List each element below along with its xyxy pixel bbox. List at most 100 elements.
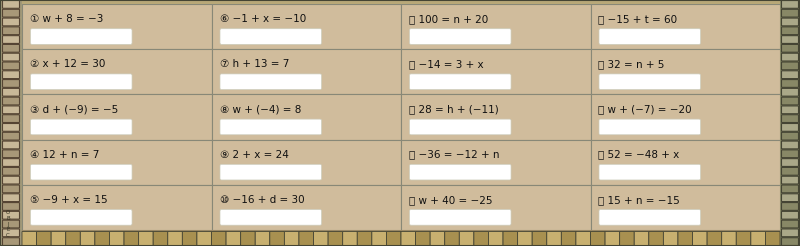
FancyBboxPatch shape	[2, 194, 19, 201]
Text: ⑩ −16 + d = 30: ⑩ −16 + d = 30	[219, 195, 304, 205]
FancyBboxPatch shape	[153, 231, 168, 246]
Text: ⑯ −15 + t = 60: ⑯ −15 + t = 60	[598, 14, 678, 24]
FancyBboxPatch shape	[2, 132, 19, 140]
FancyBboxPatch shape	[2, 150, 19, 158]
FancyBboxPatch shape	[30, 29, 132, 44]
FancyBboxPatch shape	[782, 71, 798, 78]
Text: ① w + 8 = −3: ① w + 8 = −3	[30, 14, 103, 24]
FancyBboxPatch shape	[576, 231, 590, 246]
FancyBboxPatch shape	[30, 164, 132, 180]
FancyBboxPatch shape	[599, 210, 701, 225]
FancyBboxPatch shape	[562, 231, 576, 246]
FancyBboxPatch shape	[782, 106, 798, 114]
FancyBboxPatch shape	[2, 202, 19, 210]
FancyBboxPatch shape	[410, 119, 511, 135]
Bar	[211, 185, 401, 230]
FancyBboxPatch shape	[620, 231, 634, 246]
FancyBboxPatch shape	[182, 231, 197, 246]
FancyBboxPatch shape	[782, 88, 798, 96]
FancyBboxPatch shape	[410, 164, 511, 180]
Text: ⑮ w + 40 = −25: ⑮ w + 40 = −25	[409, 195, 493, 205]
Bar	[401, 94, 590, 139]
FancyBboxPatch shape	[410, 29, 511, 44]
FancyBboxPatch shape	[489, 231, 503, 246]
FancyBboxPatch shape	[782, 79, 798, 87]
FancyBboxPatch shape	[782, 238, 798, 246]
FancyBboxPatch shape	[37, 231, 51, 246]
Bar	[401, 4, 590, 49]
FancyBboxPatch shape	[220, 29, 322, 44]
FancyBboxPatch shape	[220, 74, 322, 90]
Bar	[401, 185, 590, 230]
FancyBboxPatch shape	[328, 231, 342, 246]
FancyBboxPatch shape	[358, 231, 372, 246]
FancyBboxPatch shape	[782, 45, 798, 52]
FancyBboxPatch shape	[410, 74, 511, 90]
FancyBboxPatch shape	[503, 231, 518, 246]
Bar	[22, 139, 211, 185]
FancyBboxPatch shape	[751, 231, 766, 246]
FancyBboxPatch shape	[241, 231, 255, 246]
FancyBboxPatch shape	[722, 231, 736, 246]
FancyBboxPatch shape	[30, 74, 132, 90]
FancyBboxPatch shape	[124, 231, 138, 246]
Text: ③ d + (−9) = −5: ③ d + (−9) = −5	[30, 104, 118, 114]
FancyBboxPatch shape	[782, 115, 798, 123]
FancyBboxPatch shape	[782, 211, 798, 219]
FancyBboxPatch shape	[707, 231, 722, 246]
Text: ④ 12 + n = 7: ④ 12 + n = 7	[30, 150, 99, 160]
FancyBboxPatch shape	[474, 231, 489, 246]
FancyBboxPatch shape	[599, 119, 701, 135]
Bar	[22, 0, 780, 4]
FancyBboxPatch shape	[2, 106, 19, 114]
FancyBboxPatch shape	[372, 231, 386, 246]
FancyBboxPatch shape	[782, 97, 798, 105]
FancyBboxPatch shape	[197, 231, 211, 246]
FancyBboxPatch shape	[299, 231, 314, 246]
FancyBboxPatch shape	[2, 220, 19, 228]
FancyBboxPatch shape	[2, 229, 19, 237]
Text: ⑧ w + (−4) = 8: ⑧ w + (−4) = 8	[219, 104, 301, 114]
Bar	[590, 139, 780, 185]
FancyBboxPatch shape	[226, 231, 241, 246]
FancyBboxPatch shape	[782, 53, 798, 61]
Bar	[211, 4, 401, 49]
FancyBboxPatch shape	[220, 119, 322, 135]
FancyBboxPatch shape	[599, 164, 701, 180]
FancyBboxPatch shape	[80, 231, 95, 246]
FancyBboxPatch shape	[782, 159, 798, 167]
FancyBboxPatch shape	[2, 71, 19, 78]
Text: O
B
J
E
C: O B J E C	[6, 210, 10, 238]
FancyBboxPatch shape	[220, 164, 322, 180]
FancyBboxPatch shape	[546, 231, 562, 246]
FancyBboxPatch shape	[110, 231, 124, 246]
FancyBboxPatch shape	[599, 74, 701, 90]
FancyBboxPatch shape	[415, 231, 430, 246]
FancyBboxPatch shape	[782, 176, 798, 184]
Bar	[22, 230, 780, 246]
FancyBboxPatch shape	[678, 231, 693, 246]
FancyBboxPatch shape	[532, 231, 546, 246]
FancyBboxPatch shape	[782, 36, 798, 44]
Bar	[22, 185, 211, 230]
Bar	[401, 139, 590, 185]
FancyBboxPatch shape	[736, 231, 751, 246]
FancyBboxPatch shape	[342, 231, 358, 246]
Bar	[22, 49, 211, 94]
FancyBboxPatch shape	[2, 62, 19, 70]
Bar	[22, 94, 211, 139]
FancyBboxPatch shape	[2, 115, 19, 123]
Text: ⑬ 28 = h + (−11): ⑬ 28 = h + (−11)	[409, 104, 498, 114]
FancyBboxPatch shape	[782, 150, 798, 158]
Bar	[211, 139, 401, 185]
FancyBboxPatch shape	[2, 176, 19, 184]
Text: ⑫ −14 = 3 + x: ⑫ −14 = 3 + x	[409, 59, 484, 69]
FancyBboxPatch shape	[2, 159, 19, 167]
FancyBboxPatch shape	[2, 27, 19, 35]
FancyBboxPatch shape	[95, 231, 110, 246]
FancyBboxPatch shape	[445, 231, 459, 246]
FancyBboxPatch shape	[649, 231, 663, 246]
FancyBboxPatch shape	[30, 119, 132, 135]
Bar	[590, 49, 780, 94]
FancyBboxPatch shape	[2, 0, 19, 8]
